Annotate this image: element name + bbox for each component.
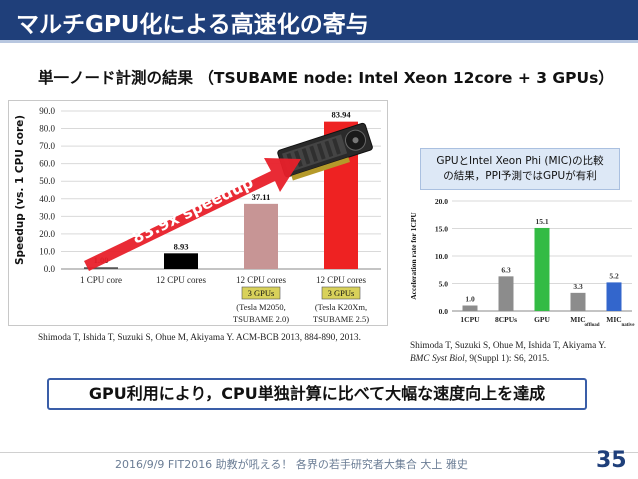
speedup-arrow: [84, 158, 301, 271]
bar-value-label: 8.93: [174, 241, 189, 251]
y-tick-label: 50.0: [39, 176, 55, 186]
y-tick-label: 90.0: [39, 106, 55, 116]
y-tick-label: 10.0: [435, 252, 448, 261]
title-bar: マルチGPU化による高速化の寄与: [0, 0, 638, 40]
acceleration-chart-frame: 0.0 5.0 10.0 15.0 20.0 Acceleration rate for …: [404, 193, 636, 333]
citation-left: Shimoda T, Ishida T, Suzuki S, Ohue M, A…: [38, 333, 361, 343]
x-tick-label: 1CPU: [460, 315, 480, 324]
x-tick-label: 1 CPU core: [80, 275, 122, 285]
bar: [84, 267, 118, 269]
bar-value-label: 15.1: [535, 217, 548, 226]
x-tick-label: MIC: [570, 315, 585, 324]
bar-value-label: 37.11: [252, 192, 271, 202]
title-underline: [0, 40, 638, 43]
bar: [606, 282, 622, 311]
category-tag-box: [241, 286, 281, 300]
x-tick-subscript: native: [621, 323, 635, 328]
x-tick-label: 12 CPU cores: [156, 275, 206, 285]
x-tick-label: MIC: [606, 315, 621, 324]
y-tick-label: 80.0: [39, 124, 55, 134]
y-axis-label: Speedup (vs. 1 CPU core): [14, 115, 26, 265]
y-tick-label: 5.0: [439, 280, 449, 289]
bar: [462, 305, 478, 311]
category-note: (Tesla K20Xm,: [315, 302, 367, 312]
speedup-annotation: 83.9x speedup: [129, 173, 256, 248]
bar: [164, 253, 198, 269]
category-note: TSUBAME 2.0): [233, 314, 289, 324]
x-tick-label: 12 CPU cores: [236, 275, 286, 285]
y-tick-label: 15.0: [435, 225, 448, 234]
y-tick-label: 30.0: [39, 211, 55, 221]
x-tick-label: 8CPUs: [495, 315, 517, 324]
bar-value-label: 1.0: [465, 295, 475, 304]
y-tick-label: 70.0: [39, 141, 55, 151]
footer-divider: [0, 452, 638, 453]
bar: [498, 276, 514, 311]
slide-title: マルチGPU化による高速化の寄与: [16, 12, 369, 38]
y-tick-label: 0.0: [439, 307, 449, 316]
bar-value-label: 5.2: [609, 271, 619, 280]
category-note: TSUBAME 2.5): [313, 314, 369, 324]
callout-line-1: GPUとIntel Xeon Phi (MIC)の比較: [436, 155, 604, 167]
citation-right-line-1: Shimoda T, Suzuki S, Ohue M, Ishida T, A…: [410, 341, 607, 351]
speedup-chart: 0.0 10.0 20.0 30.0 40.0 50.0 60.0 70.0 80.0 90.0 S…: [14, 106, 381, 324]
comparison-callout: GPUとIntel Xeon Phi (MIC)の比較 の結果，PPI予測ではG…: [420, 148, 620, 190]
acceleration-chart: 0.0 5.0 10.0 15.0 20.0 Acceleration rate for …: [409, 197, 635, 328]
speedup-chart-frame: 0.0 10.0 20.0 30.0 40.0 50.0 60.0 70.0 80.0 90.0 S…: [8, 100, 388, 326]
x-tick-subscript: offload: [585, 323, 600, 328]
bar: [244, 203, 278, 269]
slide-subtitle: 単一ノード計測の結果 （TSUBAME node: Intel Xeon 12c…: [38, 69, 614, 87]
bar-value-label: 6.3: [501, 265, 511, 274]
bar-value-label: 83.94: [331, 110, 351, 120]
y-tick-label: 40.0: [39, 194, 55, 204]
y-tick-label: 10.0: [39, 246, 55, 256]
category-note: (Tesla M2050,: [236, 302, 285, 312]
citation-right-line-2: BMC Syst Biol, 9(Suppl 1): S6, 2015.: [410, 353, 606, 366]
y-axis-label: Acceleration rate for 1CPU: [409, 212, 418, 300]
footer-text: 2016/9/9 FIT2016 助教が吼える！ 各界の若手研究者大集合 大上 …: [115, 458, 468, 471]
y-tick-label: 20.0: [435, 197, 448, 206]
y-tick-label: 0.0: [44, 264, 56, 274]
x-tick-label: 12 CPU cores: [316, 275, 366, 285]
bar: [534, 227, 550, 311]
x-tick-label: GPU: [534, 315, 550, 324]
y-tick-label: 60.0: [39, 159, 55, 169]
bar: [570, 292, 586, 311]
y-tick-label: 20.0: [39, 229, 55, 239]
citation-right-journal: BMC Syst Biol,: [410, 354, 468, 364]
callout-line-2: の結果，PPI予測ではGPUが有利: [443, 170, 597, 182]
category-tag: 3 GPUs: [248, 288, 275, 298]
category-tag: 3 GPUs: [328, 288, 355, 298]
category-tag-box: [321, 286, 361, 300]
citation-right-rest: 9(Suppl 1): S6, 2015.: [467, 354, 550, 364]
conclusion-box: GPU利用により，CPU単独計算に比べて大幅な速度向上を達成: [47, 378, 587, 410]
citation-right: Shimoda T, Suzuki S, Ohue M, Ishida T, A…: [410, 340, 606, 366]
page-number: 35: [596, 448, 627, 473]
bar-value-label: 3.3: [573, 282, 583, 291]
